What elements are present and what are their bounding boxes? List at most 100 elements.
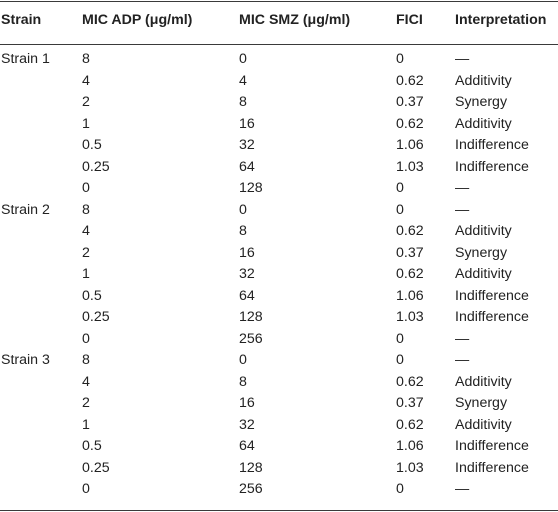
cell-mic-adp: 0.5	[82, 438, 102, 454]
cell-mic-adp: 2	[82, 94, 90, 110]
table-top-rule	[0, 1, 558, 2]
table-body: Strain 1 8 0 0 — 4 4 0.62 Additivity 2 8 0.37 Synerg…	[0, 49, 558, 501]
table-row: 0.25 128 1.03 Indifference	[0, 307, 558, 329]
cell-fici: 0.62	[396, 223, 424, 239]
cell-fici: 1.03	[396, 158, 424, 175]
cell-strain: Strain 3	[1, 352, 50, 368]
cell-interpretation: Indifference	[455, 137, 529, 153]
cell-interpretation: —	[455, 352, 470, 368]
table-header: Strain MIC ADP (μg/ml) MIC SMZ (μg/ml) F…	[0, 0, 558, 44]
cell-mic-smz: 32	[239, 137, 255, 153]
cell-mic-adp: 1	[82, 266, 90, 282]
table-row: Strain 1 8 0 0 —	[0, 49, 558, 71]
cell-interpretation: —	[455, 201, 470, 218]
table-row: 0.5 64 1.06 Indifference	[0, 286, 558, 308]
table-row: Strain 3 8 0 0 —	[0, 350, 558, 372]
cell-mic-adp: 4	[82, 373, 90, 390]
cell-fici: 1.03	[396, 309, 424, 325]
cell-mic-smz: 128	[239, 459, 263, 476]
cell-interpretation: Additivity	[455, 223, 512, 239]
cell-interpretation: Synergy	[455, 94, 508, 110]
cell-mic-adp: 8	[82, 352, 90, 368]
header-mic-smz: MIC SMZ (μg/ml)	[239, 12, 351, 28]
cell-mic-smz: 0	[239, 51, 247, 67]
cell-fici: 0.62	[396, 115, 424, 132]
cell-mic-adp: 0.5	[82, 287, 102, 304]
cell-mic-adp: 0.25	[82, 459, 110, 476]
cell-mic-adp: 2	[82, 395, 90, 411]
cell-fici: 1.06	[396, 438, 424, 454]
cell-mic-smz: 16	[239, 395, 255, 411]
table-bottom-rule	[0, 510, 558, 511]
cell-strain: Strain 2	[1, 201, 50, 218]
cell-interpretation: Additivity	[455, 115, 512, 132]
cell-mic-adp: 0	[82, 330, 90, 347]
cell-interpretation: —	[455, 481, 470, 497]
header-interpretation: Interpretation	[455, 12, 547, 28]
table-row: 2 8 0.37 Synergy	[0, 92, 558, 114]
cell-mic-smz: 4	[239, 72, 247, 89]
cell-interpretation: Additivity	[455, 373, 512, 390]
cell-fici: 1.03	[396, 459, 424, 476]
cell-interpretation: Indifference	[455, 309, 529, 325]
cell-mic-smz: 64	[239, 158, 255, 175]
cell-interpretation: —	[455, 51, 470, 67]
cell-mic-smz: 8	[239, 223, 247, 239]
cell-mic-adp: 2	[82, 244, 90, 261]
cell-fici: 1.06	[396, 287, 424, 304]
cell-fici: 0.37	[396, 244, 424, 261]
cell-mic-adp: 0.5	[82, 137, 102, 153]
cell-fici: 0	[396, 481, 404, 497]
cell-interpretation: Indifference	[455, 459, 529, 476]
cell-mic-smz: 32	[239, 416, 255, 433]
cell-mic-adp: 4	[82, 223, 90, 239]
table-row: 1 32 0.62 Additivity	[0, 264, 558, 286]
cell-fici: 0.62	[396, 416, 424, 433]
table-row: 0 256 0 —	[0, 329, 558, 351]
cell-interpretation: Indifference	[455, 438, 529, 454]
cell-mic-smz: 64	[239, 438, 255, 454]
cell-interpretation: Additivity	[455, 416, 512, 433]
cell-mic-smz: 128	[239, 309, 263, 325]
table-row: Strain 2 8 0 0 —	[0, 200, 558, 222]
header-mic-adp: MIC ADP (μg/ml)	[82, 12, 193, 28]
table-row: 0 256 0 —	[0, 479, 558, 501]
cell-fici: 0	[396, 180, 404, 196]
cell-mic-smz: 8	[239, 373, 247, 390]
cell-mic-smz: 64	[239, 287, 255, 304]
cell-fici: 0.62	[396, 266, 424, 282]
cell-fici: 0	[396, 51, 404, 67]
cell-interpretation: Indifference	[455, 287, 529, 304]
cell-fici: 0	[396, 330, 404, 347]
cell-interpretation: —	[455, 330, 470, 347]
cell-mic-adp: 0	[82, 180, 90, 196]
table-row: 4 4 0.62 Additivity	[0, 71, 558, 93]
cell-mic-adp: 1	[82, 115, 90, 132]
cell-mic-smz: 16	[239, 244, 255, 261]
cell-fici: 1.06	[396, 137, 424, 153]
cell-fici: 0.62	[396, 373, 424, 390]
cell-interpretation: Indifference	[455, 158, 529, 175]
cell-mic-smz: 32	[239, 266, 255, 282]
cell-fici: 0.37	[396, 395, 424, 411]
cell-mic-adp: 0	[82, 481, 90, 497]
cell-mic-adp: 1	[82, 416, 90, 433]
cell-interpretation: Additivity	[455, 266, 512, 282]
cell-strain: Strain 1	[1, 51, 50, 67]
cell-mic-smz: 0	[239, 352, 247, 368]
cell-mic-adp: 4	[82, 72, 90, 89]
cell-mic-adp: 8	[82, 201, 90, 218]
table-header-rule	[0, 44, 558, 45]
cell-interpretation: Synergy	[455, 244, 508, 261]
cell-mic-adp: 0.25	[82, 158, 110, 175]
table-row: 1 16 0.62 Additivity	[0, 114, 558, 136]
cell-interpretation: Additivity	[455, 72, 512, 89]
cell-interpretation: —	[455, 180, 470, 196]
cell-fici: 0.37	[396, 94, 424, 110]
table-row: 2 16 0.37 Synergy	[0, 243, 558, 265]
cell-fici: 0.62	[396, 72, 424, 89]
table-row: 4 8 0.62 Additivity	[0, 372, 558, 394]
cell-fici: 0	[396, 201, 404, 218]
cell-fici: 0	[396, 352, 404, 368]
